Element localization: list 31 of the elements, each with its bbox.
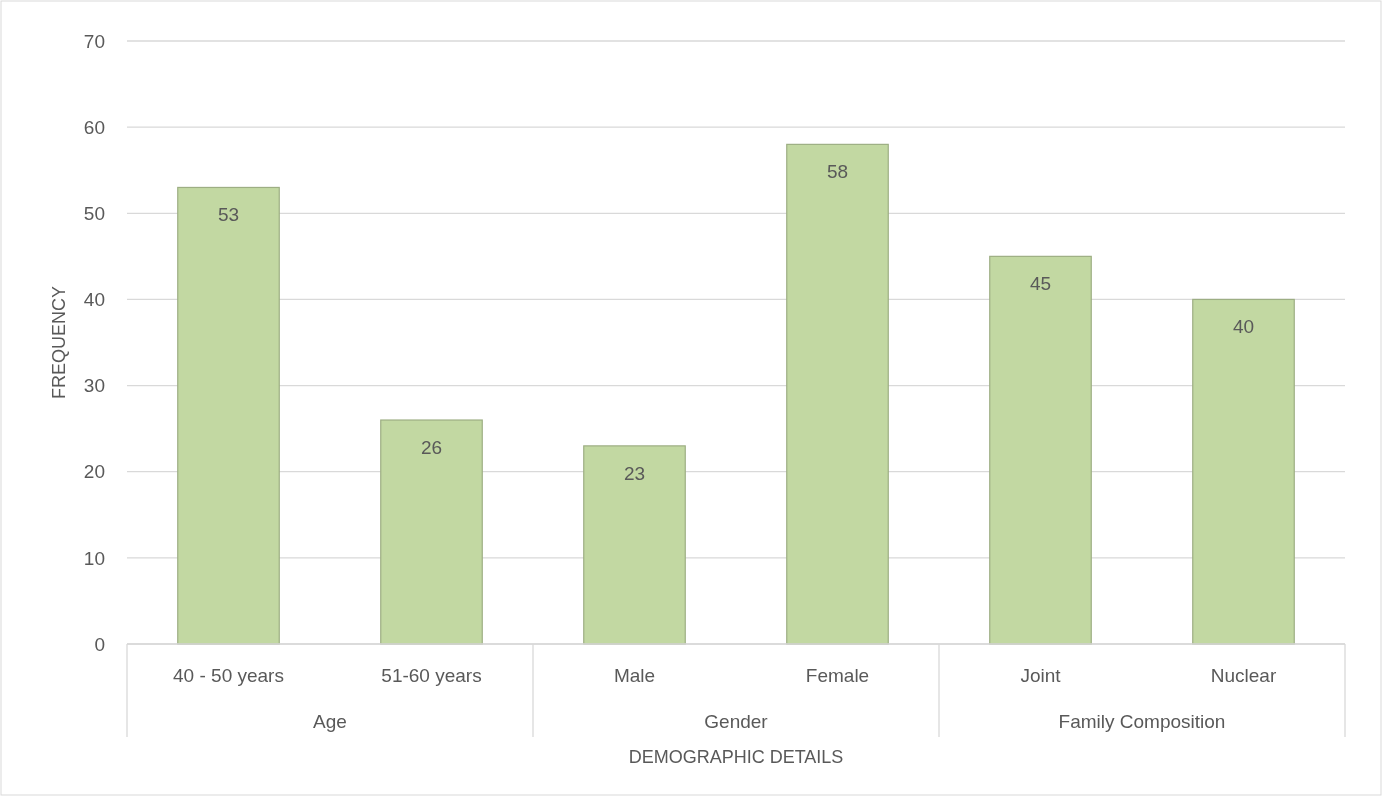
- x-tick-label: Male: [613, 664, 656, 686]
- y-tick-label: 70: [83, 30, 105, 52]
- x-tick-label: 40 - 50 years: [173, 664, 284, 686]
- text: Age: [313, 710, 347, 732]
- y-tick-label: 30: [83, 375, 105, 397]
- x-tick-label: Joint: [1020, 664, 1062, 686]
- y-tick-label: 50: [83, 202, 105, 224]
- bar: [786, 143, 889, 645]
- data-label: 26: [420, 436, 443, 458]
- y-tick-label: 10: [83, 547, 105, 569]
- text: Family Composition: [1058, 710, 1226, 732]
- y-tick-label: 0: [94, 633, 105, 655]
- data-label: 40: [1232, 316, 1255, 338]
- bar: [989, 255, 1092, 645]
- y-tick-label: 20: [83, 461, 105, 483]
- data-label: 45: [1029, 273, 1052, 295]
- y-tick-label: 60: [83, 116, 105, 138]
- y-axis-title: FREQUENCY: [49, 285, 70, 400]
- bar: [583, 445, 686, 645]
- bar: [177, 186, 280, 645]
- x-tick-label: Nuclear: [1210, 664, 1277, 686]
- bar: [380, 419, 483, 645]
- text: Gender: [704, 710, 769, 732]
- bar: [1192, 298, 1295, 645]
- data-label: 23: [623, 462, 646, 484]
- x-axis-title: DEMOGRAPHIC DETAILS: [628, 747, 844, 768]
- data-label: 58: [826, 161, 849, 183]
- x-tick-label: 51-60 years: [381, 664, 482, 686]
- x-tick-label: Female: [805, 664, 870, 686]
- y-tick-label: 40: [83, 289, 105, 311]
- data-label: 53: [217, 204, 240, 226]
